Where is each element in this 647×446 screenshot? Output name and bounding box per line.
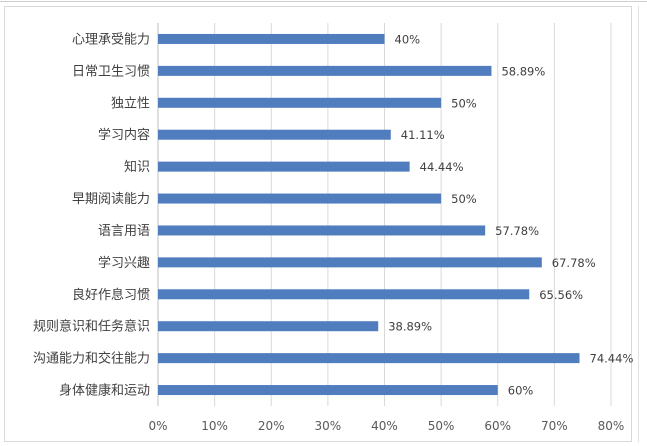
data-label: 65.56% (539, 288, 583, 302)
bar (158, 193, 442, 204)
bar (158, 385, 498, 396)
bar (158, 65, 492, 76)
data-label: 74.44% (590, 352, 634, 366)
x-tick-label: 20% (258, 419, 285, 433)
category-label: 学习兴趣 (98, 255, 150, 271)
x-tick-label: 70% (541, 419, 568, 433)
data-label: 50% (451, 96, 477, 110)
chart-area (4, 6, 632, 442)
category-label: 语言用语 (98, 224, 150, 239)
data-label: 58.89% (501, 64, 545, 78)
category-label: 良好作息习惯 (72, 287, 150, 303)
category-label: 身体健康和运动 (59, 383, 150, 399)
data-label: 44.44% (420, 160, 464, 174)
category-label: 知识 (124, 159, 150, 175)
right-border (638, 6, 639, 442)
x-tick-label: 10% (201, 419, 228, 433)
category-label: 心理承受能力 (72, 32, 150, 47)
bar (158, 353, 580, 364)
bar (158, 33, 385, 44)
x-tick-label: 60% (484, 419, 511, 433)
data-label: 60% (508, 384, 534, 398)
category-label: 规则意识和任务意识 (33, 319, 150, 335)
category-label: 日常卫生习惯 (72, 63, 150, 79)
bar (158, 321, 379, 332)
bar (158, 161, 410, 172)
category-label: 早期阅读能力 (72, 192, 150, 207)
data-label: 50% (451, 192, 477, 206)
x-tick-label: 30% (315, 419, 342, 433)
data-label: 41.11% (401, 128, 445, 142)
category-label: 沟通能力和交往能力 (33, 351, 150, 367)
data-label: 67.78% (552, 256, 596, 270)
bar (158, 129, 391, 140)
bar (158, 257, 542, 268)
top-border (0, 1, 647, 2)
bar (158, 225, 486, 236)
bar (158, 289, 530, 300)
x-tick-label: 40% (371, 419, 398, 433)
x-tick-label: 0% (148, 419, 167, 433)
category-label: 学习内容 (98, 127, 150, 143)
data-label: 57.78% (495, 224, 539, 238)
x-tick-label: 80% (598, 419, 625, 433)
data-label: 40% (395, 32, 421, 46)
x-tick-label: 50% (428, 419, 455, 433)
bar (158, 97, 442, 108)
data-label: 38.89% (388, 320, 432, 334)
category-label: 独立性 (111, 96, 150, 111)
